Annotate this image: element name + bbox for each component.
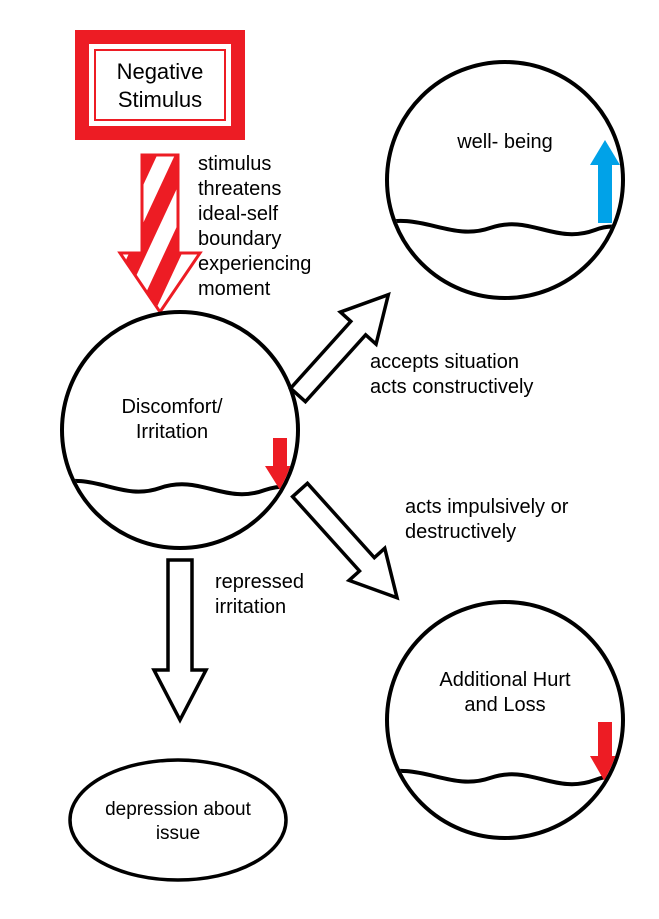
oval-depression-label: depression about issue	[78, 798, 278, 846]
stimulus-box-label: Negative Stimulus	[75, 58, 245, 113]
arrow-stimulus-to-discomfort	[120, 155, 200, 312]
arrow-stimulus-label: stimulus threatens ideal-self boundary e…	[198, 152, 311, 302]
arrow-depression-label: repressed irritation	[215, 570, 304, 620]
circle-hurt	[375, 602, 650, 838]
arrow-discomfort-to-depression	[154, 560, 206, 720]
circle-wellbeing	[375, 62, 650, 298]
circle-hurt-label: Additional Hurt and Loss	[395, 668, 615, 718]
circle-wellbeing-label: well- being	[395, 130, 615, 155]
arrow-wellbeing-label: accepts situation acts constructively	[370, 350, 533, 400]
arrow-hurt-label: acts impulsively or destructively	[405, 495, 568, 545]
circle-discomfort-label: Discomfort/ Irritation	[82, 395, 262, 445]
